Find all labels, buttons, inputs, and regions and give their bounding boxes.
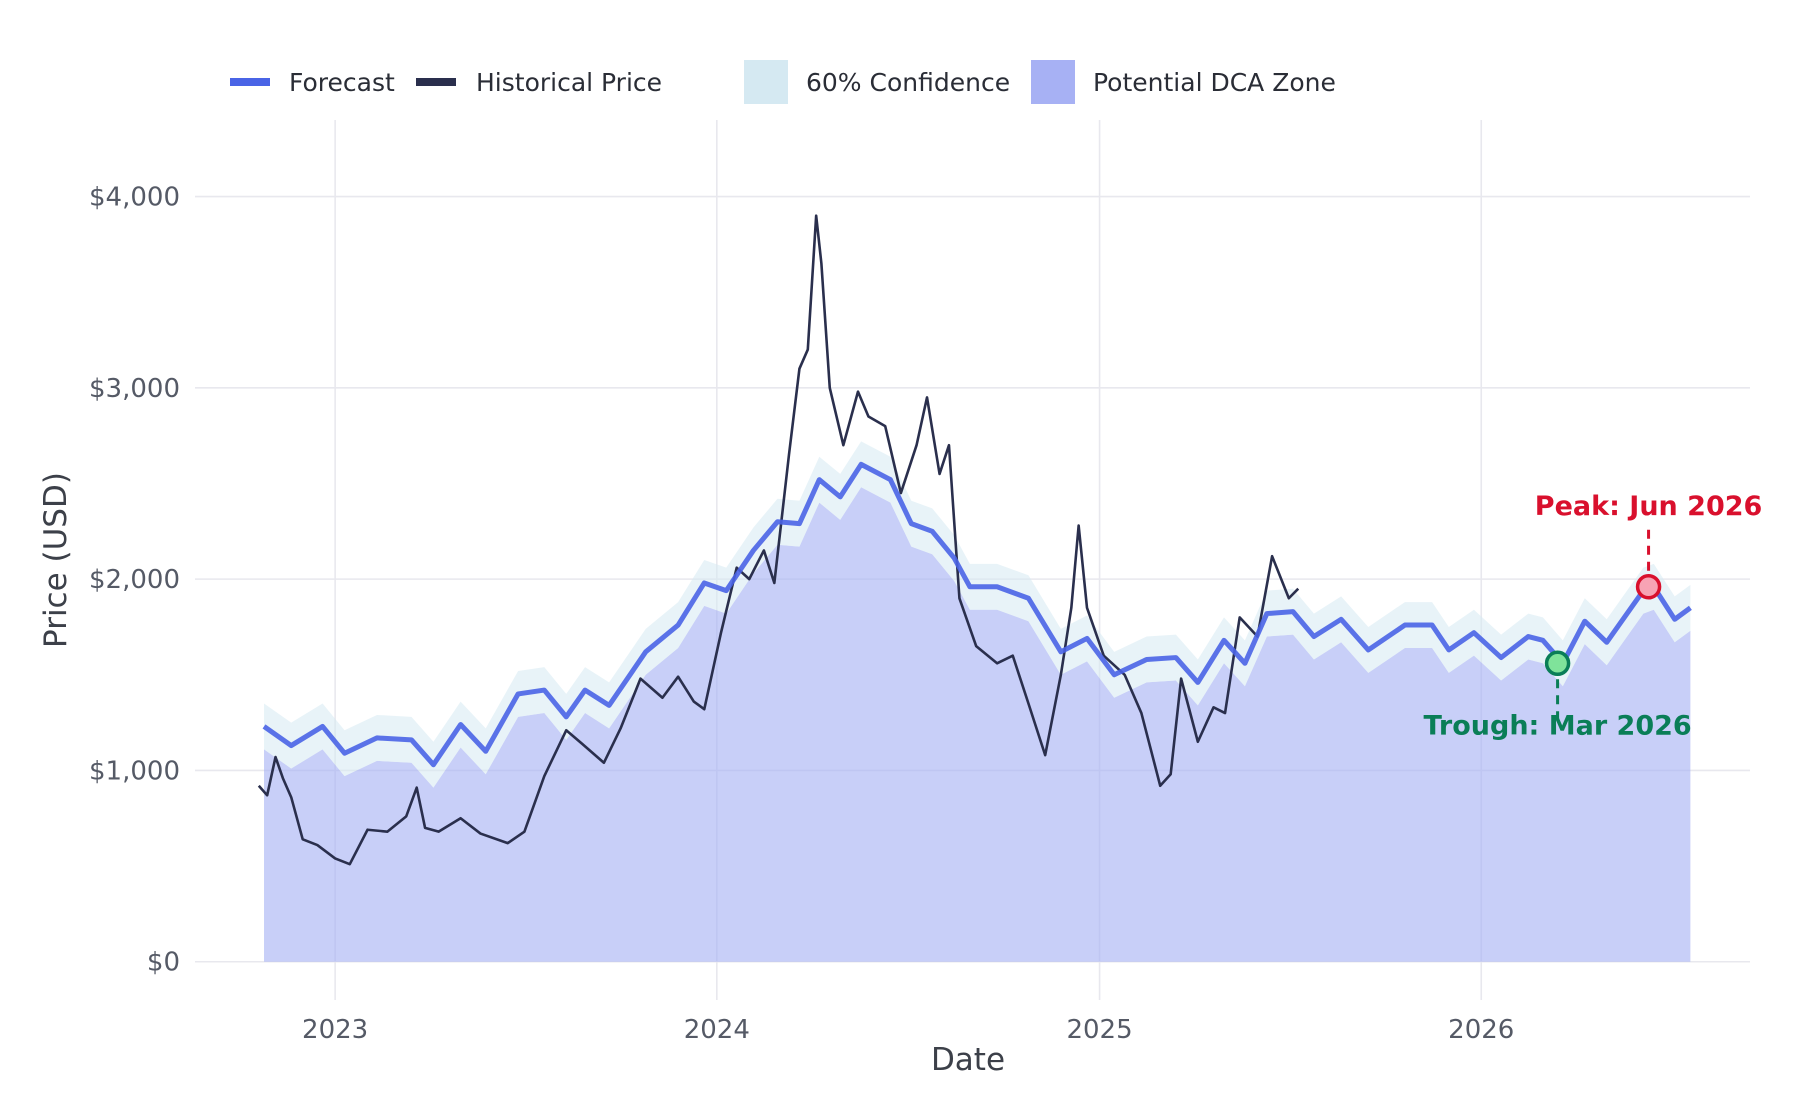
x-tick-label: 2023 bbox=[302, 1015, 368, 1045]
legend-label: 60% Confidence bbox=[806, 68, 1010, 97]
dca-zone-area bbox=[264, 487, 1691, 962]
trough-label: Trough: Mar 2026 bbox=[1423, 710, 1691, 741]
x-tick-label: 2024 bbox=[684, 1015, 750, 1045]
legend-swatch-box bbox=[1031, 60, 1075, 104]
legend-item: Potential DCA Zone bbox=[1031, 60, 1336, 104]
x-tick-label: 2026 bbox=[1448, 1015, 1514, 1045]
legend-label: Forecast bbox=[289, 68, 395, 97]
y-axis-ticks: $0 $1,000 $2,000 $3,000 $4,000 bbox=[89, 183, 180, 978]
y-tick-label: $3,000 bbox=[89, 374, 180, 404]
peak-marker bbox=[1635, 574, 1662, 600]
legend-swatch-line bbox=[416, 78, 456, 86]
legend-label: Historical Price bbox=[476, 68, 662, 97]
trough-marker bbox=[1544, 650, 1571, 677]
dca-zone-fill bbox=[264, 487, 1691, 962]
peak-label: Peak: Jun 2026 bbox=[1535, 491, 1763, 522]
x-axis-ticks: 2023 2024 2025 2026 bbox=[302, 1015, 1514, 1045]
forecast-line bbox=[262, 461, 1692, 768]
legend-item: Historical Price bbox=[416, 68, 662, 97]
legend-swatch-line bbox=[230, 78, 270, 86]
forecast-series-path bbox=[262, 461, 1692, 768]
historical-series-path bbox=[257, 214, 1300, 866]
y-tick-label: $0 bbox=[147, 948, 180, 978]
y-tick-label: $1,000 bbox=[89, 756, 180, 786]
x-axis-title: Date bbox=[931, 1042, 1005, 1078]
peak-annotation: Peak: Jun 2026 bbox=[1535, 491, 1763, 600]
legend-swatch-box bbox=[744, 60, 788, 104]
legend-item: Forecast bbox=[230, 68, 395, 97]
confidence-band bbox=[264, 441, 1691, 788]
legend-label: Potential DCA Zone bbox=[1093, 68, 1336, 97]
historical-price-line bbox=[257, 214, 1300, 866]
y-tick-label: $2,000 bbox=[89, 565, 180, 595]
x-tick-label: 2025 bbox=[1066, 1015, 1132, 1045]
legend-item: 60% Confidence bbox=[744, 60, 1010, 104]
annotations: Peak: Jun 2026 Trough: Mar 2026 bbox=[1423, 491, 1762, 742]
confidence-band-area bbox=[264, 441, 1691, 788]
chart-legend: Forecast Historical Price 60% Confidence Po… bbox=[230, 60, 1336, 104]
y-tick-label: $4,000 bbox=[89, 183, 180, 213]
trough-annotation: Trough: Mar 2026 bbox=[1423, 650, 1692, 741]
y-axis-title: Price (USD) bbox=[38, 472, 74, 648]
